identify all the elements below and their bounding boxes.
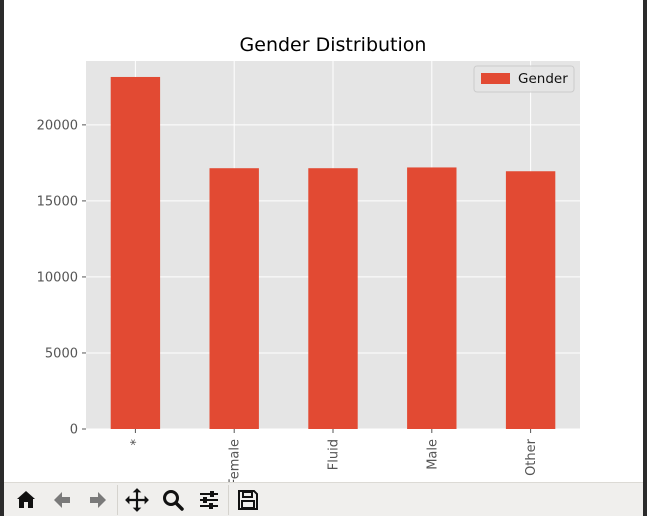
zoom-button[interactable] (155, 485, 191, 515)
floppy-disk-icon (238, 489, 258, 510)
bar (407, 167, 457, 429)
pan-button[interactable] (119, 485, 155, 515)
navigation-toolbar (4, 482, 643, 516)
magnifier-icon (163, 489, 184, 511)
toolbar-separator (228, 484, 229, 515)
bar (209, 168, 259, 429)
home-button[interactable] (8, 485, 44, 515)
x-tick-label: Female (228, 439, 243, 482)
y-tick-label: 5000 (45, 346, 78, 361)
arrow-left-icon (54, 491, 70, 508)
bar (308, 168, 358, 429)
y-tick-label: 10000 (37, 270, 78, 285)
x-tick-label: * (129, 439, 144, 446)
legend-box (473, 65, 575, 93)
forward-button[interactable] (80, 485, 116, 515)
y-tick-label: 20000 (37, 118, 78, 133)
bar (110, 76, 161, 429)
y-tick-label: 15000 (37, 194, 78, 209)
chart-title: Gender Distribution (240, 34, 427, 56)
toolbar-separator (117, 484, 118, 515)
home-icon (17, 490, 35, 508)
bars (110, 76, 556, 430)
configure-subplots-button[interactable] (191, 485, 227, 515)
bar (505, 171, 556, 430)
window-edge (643, 30, 647, 470)
x-tick-label: Male (425, 439, 440, 470)
figure-window: 0 5000 10000 15000 20000 * Female Fluid Male Oth… (4, 0, 643, 516)
x-tick-label: Fluid (327, 439, 342, 470)
x-tick-label: Other (524, 438, 539, 476)
save-button[interactable] (230, 485, 266, 515)
arrow-right-icon (90, 491, 106, 508)
move-icon (125, 487, 149, 512)
legend: Gender (473, 65, 575, 93)
bar-chart: 0 5000 10000 15000 20000 * Female Fluid Male Oth… (37, 34, 580, 482)
y-axis: 0 5000 10000 15000 20000 (37, 118, 86, 438)
y-tick-label: 0 (70, 423, 78, 438)
legend-swatch (481, 73, 510, 84)
figure-canvas: 0 5000 10000 15000 20000 * Female Fluid Male Oth… (4, 0, 643, 482)
legend-label: Gender (518, 71, 568, 87)
back-button[interactable] (44, 485, 80, 515)
sliders-icon (200, 490, 218, 509)
x-axis: * Female Fluid Male Other (129, 429, 539, 482)
